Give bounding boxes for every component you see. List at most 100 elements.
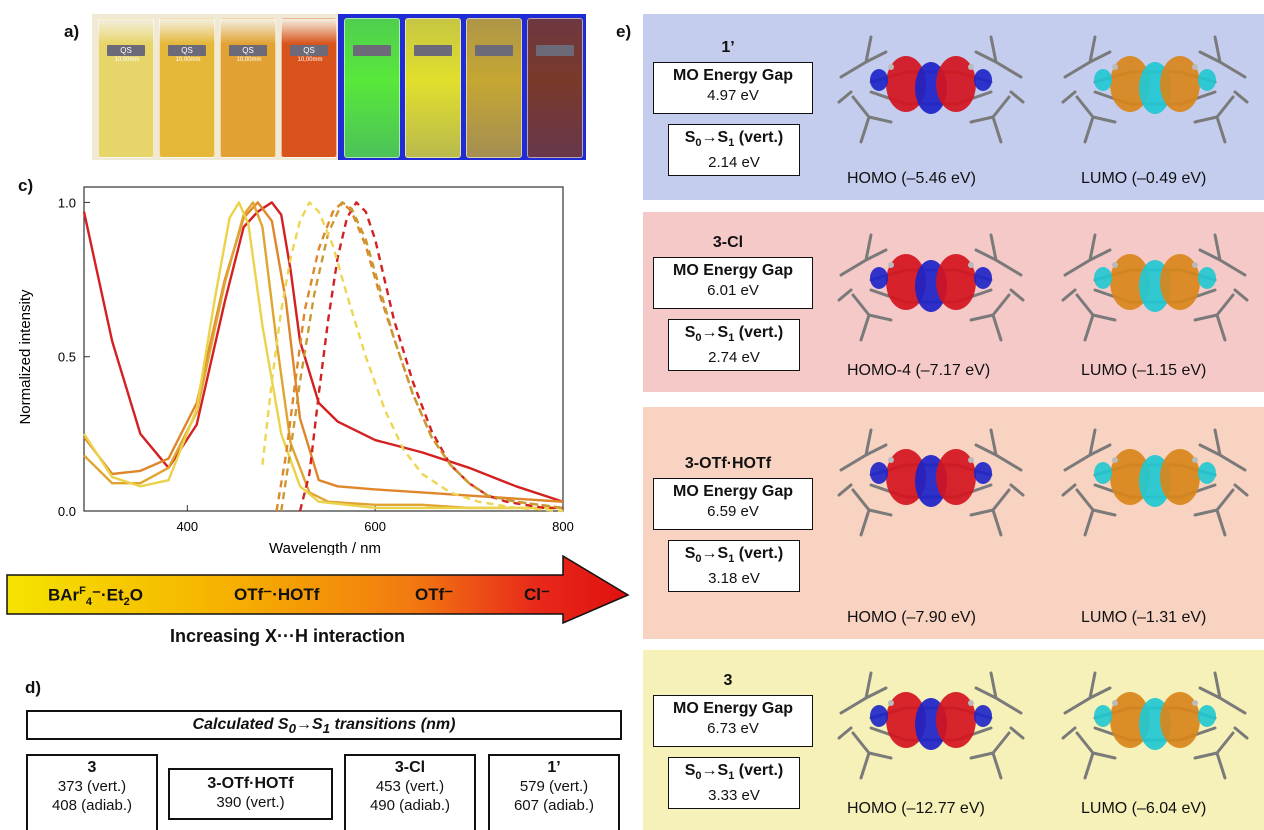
s0-s1-label: S0→S1 (vert.) bbox=[684, 545, 784, 566]
s0-s1-label: S0→S1 (vert.) bbox=[684, 324, 784, 345]
mo-gap-value: 6.01 eV bbox=[707, 282, 759, 299]
panel-label-d: d) bbox=[25, 678, 42, 697]
series-line-6 bbox=[275, 201, 564, 512]
lumo-label: LUMO (–1.15 eV) bbox=[1081, 362, 1207, 379]
y-tick-label: 0.5 bbox=[58, 350, 76, 365]
x-tick-label: 600 bbox=[364, 519, 386, 534]
cuvette-tag: QS bbox=[242, 46, 254, 55]
homo-orbital-image bbox=[837, 671, 1025, 780]
mo-panel: 1’ MO Energy Gap 4.97 eV S0→S1 (vert.) 2… bbox=[643, 14, 1264, 200]
s0-s1-value: 3.33 eV bbox=[708, 787, 760, 805]
series-line-4 bbox=[82, 201, 563, 510]
mo-panel: 3-Cl MO Energy Gap 6.01 eV S0→S1 (vert.)… bbox=[643, 212, 1264, 392]
cuvette-size: 10,00mm bbox=[297, 57, 323, 63]
cuvette-label-icon bbox=[475, 45, 513, 56]
cuvette-label-icon bbox=[107, 45, 145, 56]
mo-gap-box: MO Energy Gap 4.97 eV bbox=[653, 62, 813, 114]
s0-s1-box: S0→S1 (vert.) 2.14 eV bbox=[668, 124, 800, 176]
mo-gap-label: MO Energy Gap bbox=[672, 483, 794, 500]
homo-label: HOMO-4 (–7.17 eV) bbox=[847, 362, 991, 379]
cuvette bbox=[466, 18, 522, 158]
mo-gap-value: 6.59 eV bbox=[707, 503, 759, 520]
compound-title: 3-OTf·HOTf bbox=[684, 455, 772, 472]
cuvette-tag: QS bbox=[303, 46, 315, 55]
s0-s1-box: S0→S1 (vert.) 3.33 eV bbox=[668, 757, 800, 809]
s0-s1-label: S0→S1 (vert.) bbox=[684, 129, 784, 150]
mo-gap-label: MO Energy Gap bbox=[672, 67, 794, 84]
table-header: Calculated S0→S1 transitions (nm) bbox=[26, 710, 622, 740]
cuvette-label-icon bbox=[290, 45, 328, 56]
cuvette bbox=[527, 18, 583, 158]
series-line-2 bbox=[83, 201, 564, 503]
s0-s1-value: 2.14 eV bbox=[708, 154, 760, 172]
mo-gap-box: MO Energy Gap 6.59 eV bbox=[653, 478, 813, 530]
cuvette-label-icon bbox=[229, 45, 267, 56]
s0-s1-box: S0→S1 (vert.) 2.74 eV bbox=[668, 319, 800, 371]
homo-orbital-image bbox=[837, 233, 1025, 342]
homo-label: HOMO (–12.77 eV) bbox=[847, 800, 985, 817]
cuvette: QS 10,00mm bbox=[220, 18, 276, 158]
panel-label-a: a) bbox=[64, 22, 80, 41]
cuvette-photo-daylight: QS 10,00mm QS 10,00mm QS 10,00mm QS 10,00mm bbox=[92, 14, 338, 160]
table-cell-3-cl: 3-Cl 453 (vert.) 490 (adiab.) bbox=[344, 754, 476, 830]
homo-label: HOMO (–7.90 eV) bbox=[847, 609, 976, 626]
emission-absorption-chart: 400 600 800 0.0 0.5 1.0 Wavelength / nm Norma… bbox=[17, 186, 574, 555]
series-line-3 bbox=[83, 201, 563, 510]
compound-title: 1’ bbox=[721, 39, 735, 56]
mo-gap-value: 4.97 eV bbox=[707, 87, 759, 104]
s0-s1-value: 3.18 eV bbox=[708, 570, 760, 588]
lumo-orbital-image bbox=[1061, 428, 1249, 537]
cuvette-label-icon bbox=[414, 45, 452, 56]
compound-title: 3-Cl bbox=[712, 234, 744, 251]
series-line-7 bbox=[280, 201, 564, 512]
mo-panel: 3-OTf·HOTf MO Energy Gap 6.59 eV S0→S1 (… bbox=[643, 407, 1264, 639]
lumo-label: LUMO (–0.49 eV) bbox=[1081, 170, 1207, 187]
arrow-label-otf-hotf: OTf⁻·HOTf bbox=[234, 585, 320, 604]
cuvette-label-icon bbox=[168, 45, 206, 56]
lumo-label: LUMO (–6.04 eV) bbox=[1081, 800, 1207, 817]
homo-orbital-image bbox=[837, 35, 1025, 144]
lumo-orbital-image bbox=[1061, 35, 1249, 144]
cuvette-photo-uv bbox=[338, 14, 586, 160]
mo-panel: 3 MO Energy Gap 6.73 eV S0→S1 (vert.) 3.… bbox=[643, 650, 1264, 830]
table-cell-3: 3 373 (vert.) 408 (adiab.) bbox=[26, 754, 158, 830]
s0-s1-value: 2.74 eV bbox=[708, 349, 760, 367]
x-tick-label: 400 bbox=[176, 519, 198, 534]
table-cell-1-prime: 1’ 579 (vert.) 607 (adiab.) bbox=[488, 754, 620, 830]
panel-label-c: c) bbox=[18, 176, 34, 195]
y-axis-label: Normalized intensity bbox=[17, 289, 34, 425]
cuvette-tag: QS bbox=[120, 46, 132, 55]
panel-label-e: e) bbox=[616, 22, 632, 41]
cuvette-tag: QS bbox=[181, 46, 193, 55]
cuvette-size: 10,00mm bbox=[175, 57, 201, 63]
s0-s1-box: S0→S1 (vert.) 3.18 eV bbox=[668, 540, 800, 592]
mo-gap-box: MO Energy Gap 6.01 eV bbox=[653, 257, 813, 309]
x-tick-label: 800 bbox=[552, 519, 574, 534]
cuvette: QS 10,00mm bbox=[281, 18, 337, 158]
cuvette: QS 10,00mm bbox=[98, 18, 154, 158]
mo-gap-box: MO Energy Gap 6.73 eV bbox=[653, 695, 813, 747]
homo-label: HOMO (–5.46 eV) bbox=[847, 170, 976, 187]
homo-orbital-image bbox=[837, 428, 1025, 537]
arrow-caption: Increasing X···H interaction bbox=[170, 626, 406, 646]
compound-title: 3 bbox=[723, 672, 733, 689]
cuvette bbox=[405, 18, 461, 158]
lumo-label: LUMO (–1.31 eV) bbox=[1081, 609, 1207, 626]
arrow-label-otf: OTf⁻ bbox=[415, 585, 454, 604]
series-line-5 bbox=[298, 201, 563, 512]
cuvette-size: 10,00mm bbox=[114, 57, 140, 63]
cuvette bbox=[344, 18, 400, 158]
mo-gap-label: MO Energy Gap bbox=[672, 262, 794, 279]
y-tick-label: 0.0 bbox=[58, 504, 76, 519]
s0-s1-label: S0→S1 (vert.) bbox=[684, 762, 784, 783]
mo-gap-value: 6.73 eV bbox=[707, 720, 759, 737]
x-axis-label: Wavelength / nm bbox=[269, 540, 381, 555]
series-line-8 bbox=[261, 201, 564, 513]
cuvette-label-icon bbox=[536, 45, 574, 56]
lumo-orbital-image bbox=[1061, 233, 1249, 342]
y-tick-label: 1.0 bbox=[58, 195, 76, 210]
cuvette: QS 10,00mm bbox=[159, 18, 215, 158]
arrow-label-cl: Cl⁻ bbox=[524, 585, 550, 604]
lumo-orbital-image bbox=[1061, 671, 1249, 780]
table-cell-3-otf-hotf: 3-OTf·HOTf 390 (vert.) bbox=[168, 768, 333, 820]
